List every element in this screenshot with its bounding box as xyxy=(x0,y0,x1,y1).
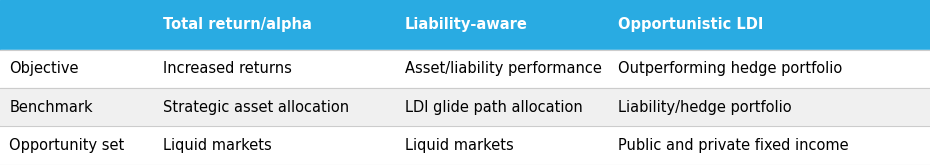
Text: Objective: Objective xyxy=(9,61,79,76)
Text: Total return/alpha: Total return/alpha xyxy=(163,17,312,32)
Bar xyxy=(0,0,930,50)
Text: Opportunistic LDI: Opportunistic LDI xyxy=(618,17,764,32)
Text: Strategic asset allocation: Strategic asset allocation xyxy=(163,100,349,115)
Text: Liquid markets: Liquid markets xyxy=(163,138,272,153)
Text: Asset/liability performance: Asset/liability performance xyxy=(405,61,602,76)
Text: Increased returns: Increased returns xyxy=(163,61,292,76)
Bar xyxy=(0,88,930,126)
Text: Liability-aware: Liability-aware xyxy=(405,17,527,32)
Text: Outperforming hedge portfolio: Outperforming hedge portfolio xyxy=(618,61,843,76)
Text: Benchmark: Benchmark xyxy=(9,100,93,115)
Text: Opportunity set: Opportunity set xyxy=(9,138,125,153)
Text: LDI glide path allocation: LDI glide path allocation xyxy=(405,100,582,115)
Bar xyxy=(0,126,930,165)
Text: Liquid markets: Liquid markets xyxy=(405,138,513,153)
Text: Public and private fixed income: Public and private fixed income xyxy=(618,138,849,153)
Bar xyxy=(0,50,930,88)
Text: Liability/hedge portfolio: Liability/hedge portfolio xyxy=(618,100,792,115)
